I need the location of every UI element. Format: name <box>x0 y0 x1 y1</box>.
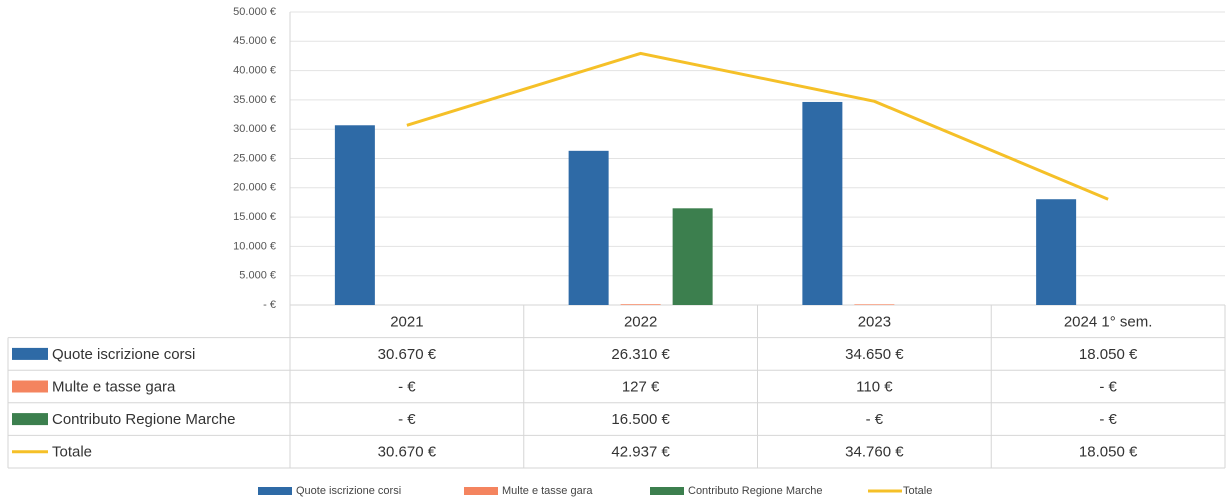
y-tick-label: 20.000 € <box>233 182 276 194</box>
bar <box>854 304 895 305</box>
table-value: 18.050 € <box>1079 444 1138 461</box>
category-label: 2022 <box>624 313 657 330</box>
line <box>406 51 1109 201</box>
table-value: 30.670 € <box>378 346 437 363</box>
y-tick-label: 35.000 € <box>233 94 276 106</box>
table-value: 18.050 € <box>1079 346 1138 363</box>
y-tick-label: 15.000 € <box>233 211 276 223</box>
table-value: 34.760 € <box>845 444 904 461</box>
table-value: 30.670 € <box>378 444 437 461</box>
y-tick-label: 25.000 € <box>233 152 276 164</box>
y-tick-label: 40.000 € <box>233 65 276 77</box>
table-value: - € <box>1099 411 1117 428</box>
row-label: Quote iscrizione corsi <box>52 346 195 363</box>
legend-label: Contributo Regione Marche <box>688 485 823 497</box>
row-label: Multe e tasse gara <box>52 378 176 395</box>
table-key <box>12 380 48 393</box>
y-tick-label: 5.000 € <box>239 270 276 282</box>
category-label: 2024 1° sem. <box>1064 313 1153 330</box>
bar <box>620 304 661 305</box>
table-value: - € <box>398 411 416 428</box>
y-tick-label: - € <box>263 299 276 311</box>
table-value: 26.310 € <box>611 346 670 363</box>
table-value: - € <box>398 378 416 395</box>
bar <box>802 101 843 306</box>
table-value: 127 € <box>622 378 660 395</box>
table-value: - € <box>866 411 884 428</box>
legend-key <box>258 487 292 495</box>
table-key <box>12 413 48 426</box>
y-tick-label: 10.000 € <box>233 240 276 252</box>
table-value: - € <box>1099 378 1117 395</box>
y-tick-label: 30.000 € <box>233 123 276 135</box>
legend-key <box>650 487 684 495</box>
category-label: 2023 <box>858 313 891 330</box>
row-label: Contributo Regione Marche <box>52 411 235 428</box>
y-tick-label: 50.000 € <box>233 6 276 18</box>
y-tick-label: 45.000 € <box>233 35 276 47</box>
table-value: 34.650 € <box>845 346 904 363</box>
table-value: 16.500 € <box>611 411 670 428</box>
table-key <box>12 347 48 360</box>
legend-label: Totale <box>903 485 932 497</box>
table-value: 42.937 € <box>611 444 670 461</box>
bar <box>334 125 375 305</box>
bar <box>568 150 609 305</box>
category-label: 2021 <box>390 313 423 330</box>
legend-label: Quote iscrizione corsi <box>296 485 401 497</box>
table-value: 110 € <box>856 378 893 395</box>
bar <box>672 208 713 305</box>
legend-label: Multe e tasse gara <box>502 485 593 497</box>
bar <box>1036 199 1077 305</box>
row-label: Totale <box>52 444 92 461</box>
legend-key <box>464 487 498 495</box>
